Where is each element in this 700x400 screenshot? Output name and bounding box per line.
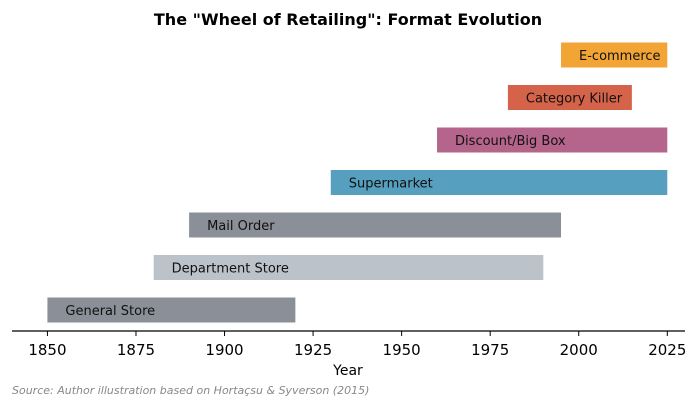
bar-discount-big-box xyxy=(437,127,668,153)
bar-label: Supermarket xyxy=(349,177,433,192)
chart-title: The "Wheel of Retailing": Format Evoluti… xyxy=(154,10,542,29)
bars-group: General Store Department Store Mail Order S… xyxy=(47,42,668,323)
x-axis-ticks: 1850 1875 1900 1925 1950 1975 2000 2025 xyxy=(28,331,686,359)
bar-supermarket xyxy=(330,170,668,195)
x-tick-label: 1975 xyxy=(471,341,509,359)
bar-label: Category Killer xyxy=(526,92,623,107)
bar-e-commerce xyxy=(561,42,668,68)
bar-label: General Store xyxy=(65,304,155,319)
x-tick-label: 1875 xyxy=(117,341,155,359)
bar-general-store xyxy=(47,297,296,323)
source-note: Source: Author illustration based on Hor… xyxy=(12,384,369,397)
x-tick-label: 1925 xyxy=(294,341,332,359)
bar-category-killer xyxy=(507,85,632,110)
x-tick-label: 1850 xyxy=(28,341,66,359)
bar-department-store xyxy=(153,255,544,280)
x-axis-label: Year xyxy=(332,363,363,379)
bar-label: Department Store xyxy=(172,262,289,277)
bar-mail-order xyxy=(189,212,562,238)
x-tick-label: 1950 xyxy=(383,341,421,359)
x-tick-label: 1900 xyxy=(205,341,243,359)
bar-label: Discount/Big Box xyxy=(455,134,566,149)
x-tick-label: 2025 xyxy=(648,341,686,359)
x-tick-label: 2000 xyxy=(560,341,598,359)
bar-label: E-commerce xyxy=(579,49,661,64)
bar-label: Mail Order xyxy=(207,219,275,234)
